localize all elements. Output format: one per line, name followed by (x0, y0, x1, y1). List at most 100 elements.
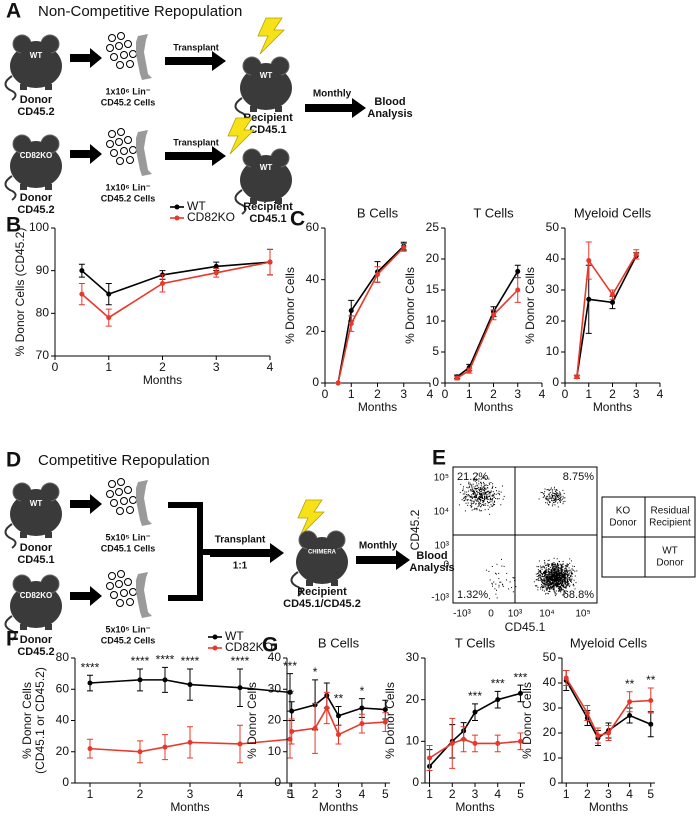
y-tick-label: 40 (306, 272, 320, 286)
event-dot (564, 575, 566, 577)
event-dot (549, 577, 551, 579)
event-dot (544, 561, 546, 563)
event-dot (491, 495, 493, 497)
event-dot (567, 570, 569, 572)
flow-plot (458, 473, 578, 600)
event-dot (552, 564, 554, 565)
event-dot (556, 489, 558, 491)
event-dot (473, 501, 475, 503)
event-dot (570, 580, 572, 582)
event-dot (559, 497, 561, 499)
event-dot (474, 497, 476, 499)
analysis-label: Analysis (409, 562, 454, 574)
event-dot (575, 582, 577, 584)
event-dot (554, 579, 556, 581)
event-dot (546, 587, 548, 589)
x-tick-label: 3 (472, 787, 479, 801)
event-dot (566, 563, 568, 565)
event-dot (540, 573, 542, 575)
event-dot (540, 492, 542, 493)
key-label: WT (662, 546, 678, 557)
event-dot (479, 497, 480, 499)
significance-label: *** (513, 670, 527, 684)
event-dot (506, 579, 507, 581)
event-dot (563, 576, 565, 578)
event-dot (560, 571, 562, 573)
event-dot (551, 576, 553, 578)
event-dot (556, 584, 558, 586)
x-tick-label: 3 (400, 387, 407, 401)
event-dot (487, 496, 489, 498)
event-dot (564, 574, 566, 576)
event-dot (553, 571, 555, 573)
data-point (584, 710, 590, 716)
event-dot (502, 583, 504, 585)
event-dot (548, 571, 550, 573)
event-dot (570, 572, 572, 574)
event-dot (487, 500, 488, 502)
data-point (335, 380, 341, 386)
x-axis-label: CD45.1 (505, 620, 546, 634)
significance-label: *** (468, 689, 482, 703)
event-dot (564, 576, 566, 578)
event-dot (479, 491, 481, 493)
event-dot (537, 579, 539, 581)
x-tick-label: 5 (517, 787, 524, 801)
event-dot (480, 500, 482, 502)
event-dot (549, 573, 551, 575)
event-dot (562, 563, 564, 565)
event-dot (568, 567, 570, 569)
x-axis-label: Months (589, 800, 628, 814)
cells-label: 1x10⁶ Lin⁻ (106, 182, 151, 192)
event-dot (568, 573, 570, 575)
event-dot (546, 564, 548, 566)
event-dot (552, 492, 554, 494)
event-dot (536, 585, 538, 587)
cells-label: 5x10⁵ Lin⁻ (106, 532, 151, 542)
event-dot (537, 573, 538, 575)
event-dot (552, 576, 554, 578)
event-dot (544, 567, 546, 569)
event-dot (539, 571, 541, 573)
event-dot (469, 496, 471, 498)
event-dot (545, 572, 547, 574)
event-dot (468, 490, 470, 492)
event-dot (502, 498, 504, 500)
event-dot (538, 566, 539, 568)
event-dot (489, 513, 491, 515)
event-dot (567, 573, 569, 575)
event-dot (475, 494, 477, 496)
event-dot (563, 571, 564, 573)
event-dot (561, 575, 563, 577)
event-dot (541, 585, 543, 587)
event-dot (558, 582, 560, 584)
event-dot (551, 563, 553, 565)
event-dot (550, 582, 552, 584)
event-dot (555, 577, 557, 579)
event-dot (548, 559, 550, 561)
event-dot (470, 506, 472, 508)
event-dot (550, 579, 552, 580)
event-dot (542, 586, 544, 588)
event-dot (467, 502, 469, 504)
event-dot (483, 492, 485, 494)
event-dot (563, 579, 564, 581)
x-tick-label: 5 (382, 787, 389, 801)
data-point (382, 719, 388, 725)
event-dot (543, 560, 545, 562)
event-dot (490, 497, 491, 499)
event-dot (502, 485, 503, 487)
event-dot (483, 487, 485, 489)
event-dot (551, 584, 553, 586)
event-dot (476, 501, 478, 502)
x-tick-label: 3 (335, 787, 342, 801)
event-dot (482, 489, 484, 491)
event-dot (565, 576, 567, 578)
event-dot (565, 584, 567, 586)
event-dot (549, 489, 551, 491)
event-dot (498, 578, 500, 580)
key-label: Residual (651, 506, 690, 517)
event-dot (551, 574, 553, 576)
event-dot (555, 575, 557, 577)
event-dot (559, 493, 561, 495)
